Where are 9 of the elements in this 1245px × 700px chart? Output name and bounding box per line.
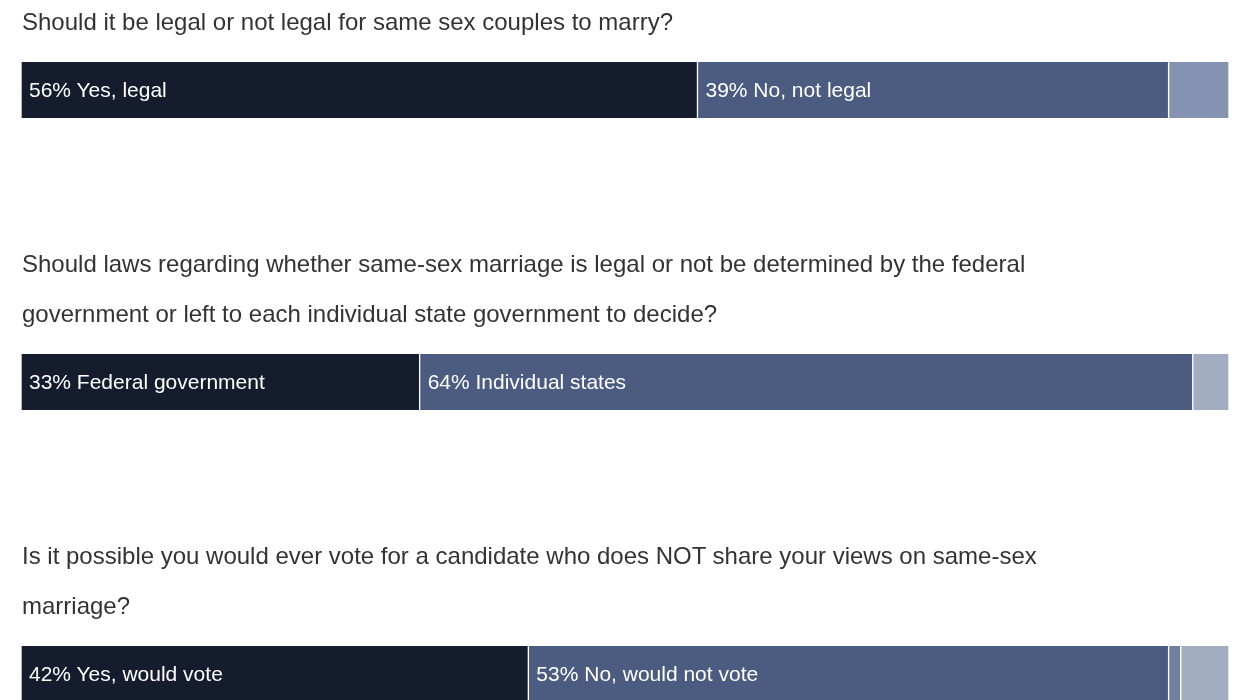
y-tick-label: Should laws regarding whether same-sex marriage is legal or not be determined by the federal government or left to each individual state government to decide? <box>22 250 1026 327</box>
data-label: 33% Federal government <box>29 369 265 393</box>
data-label: 53% No, would not vote <box>536 661 759 685</box>
data-label: 39% No, not legal <box>705 77 872 101</box>
data-label: 42% Yes, would vote <box>29 661 223 685</box>
y-tick-label: Is it possible you would ever vote for a candidate who does NOT share your views on same-sex marriage? <box>22 542 1037 619</box>
y-tick-label: Should it be legal or not legal for same sex couples to marry? <box>22 8 674 35</box>
data-label: 56% Yes, legal <box>29 77 167 101</box>
data-label: 64% Individual states <box>427 369 627 393</box>
